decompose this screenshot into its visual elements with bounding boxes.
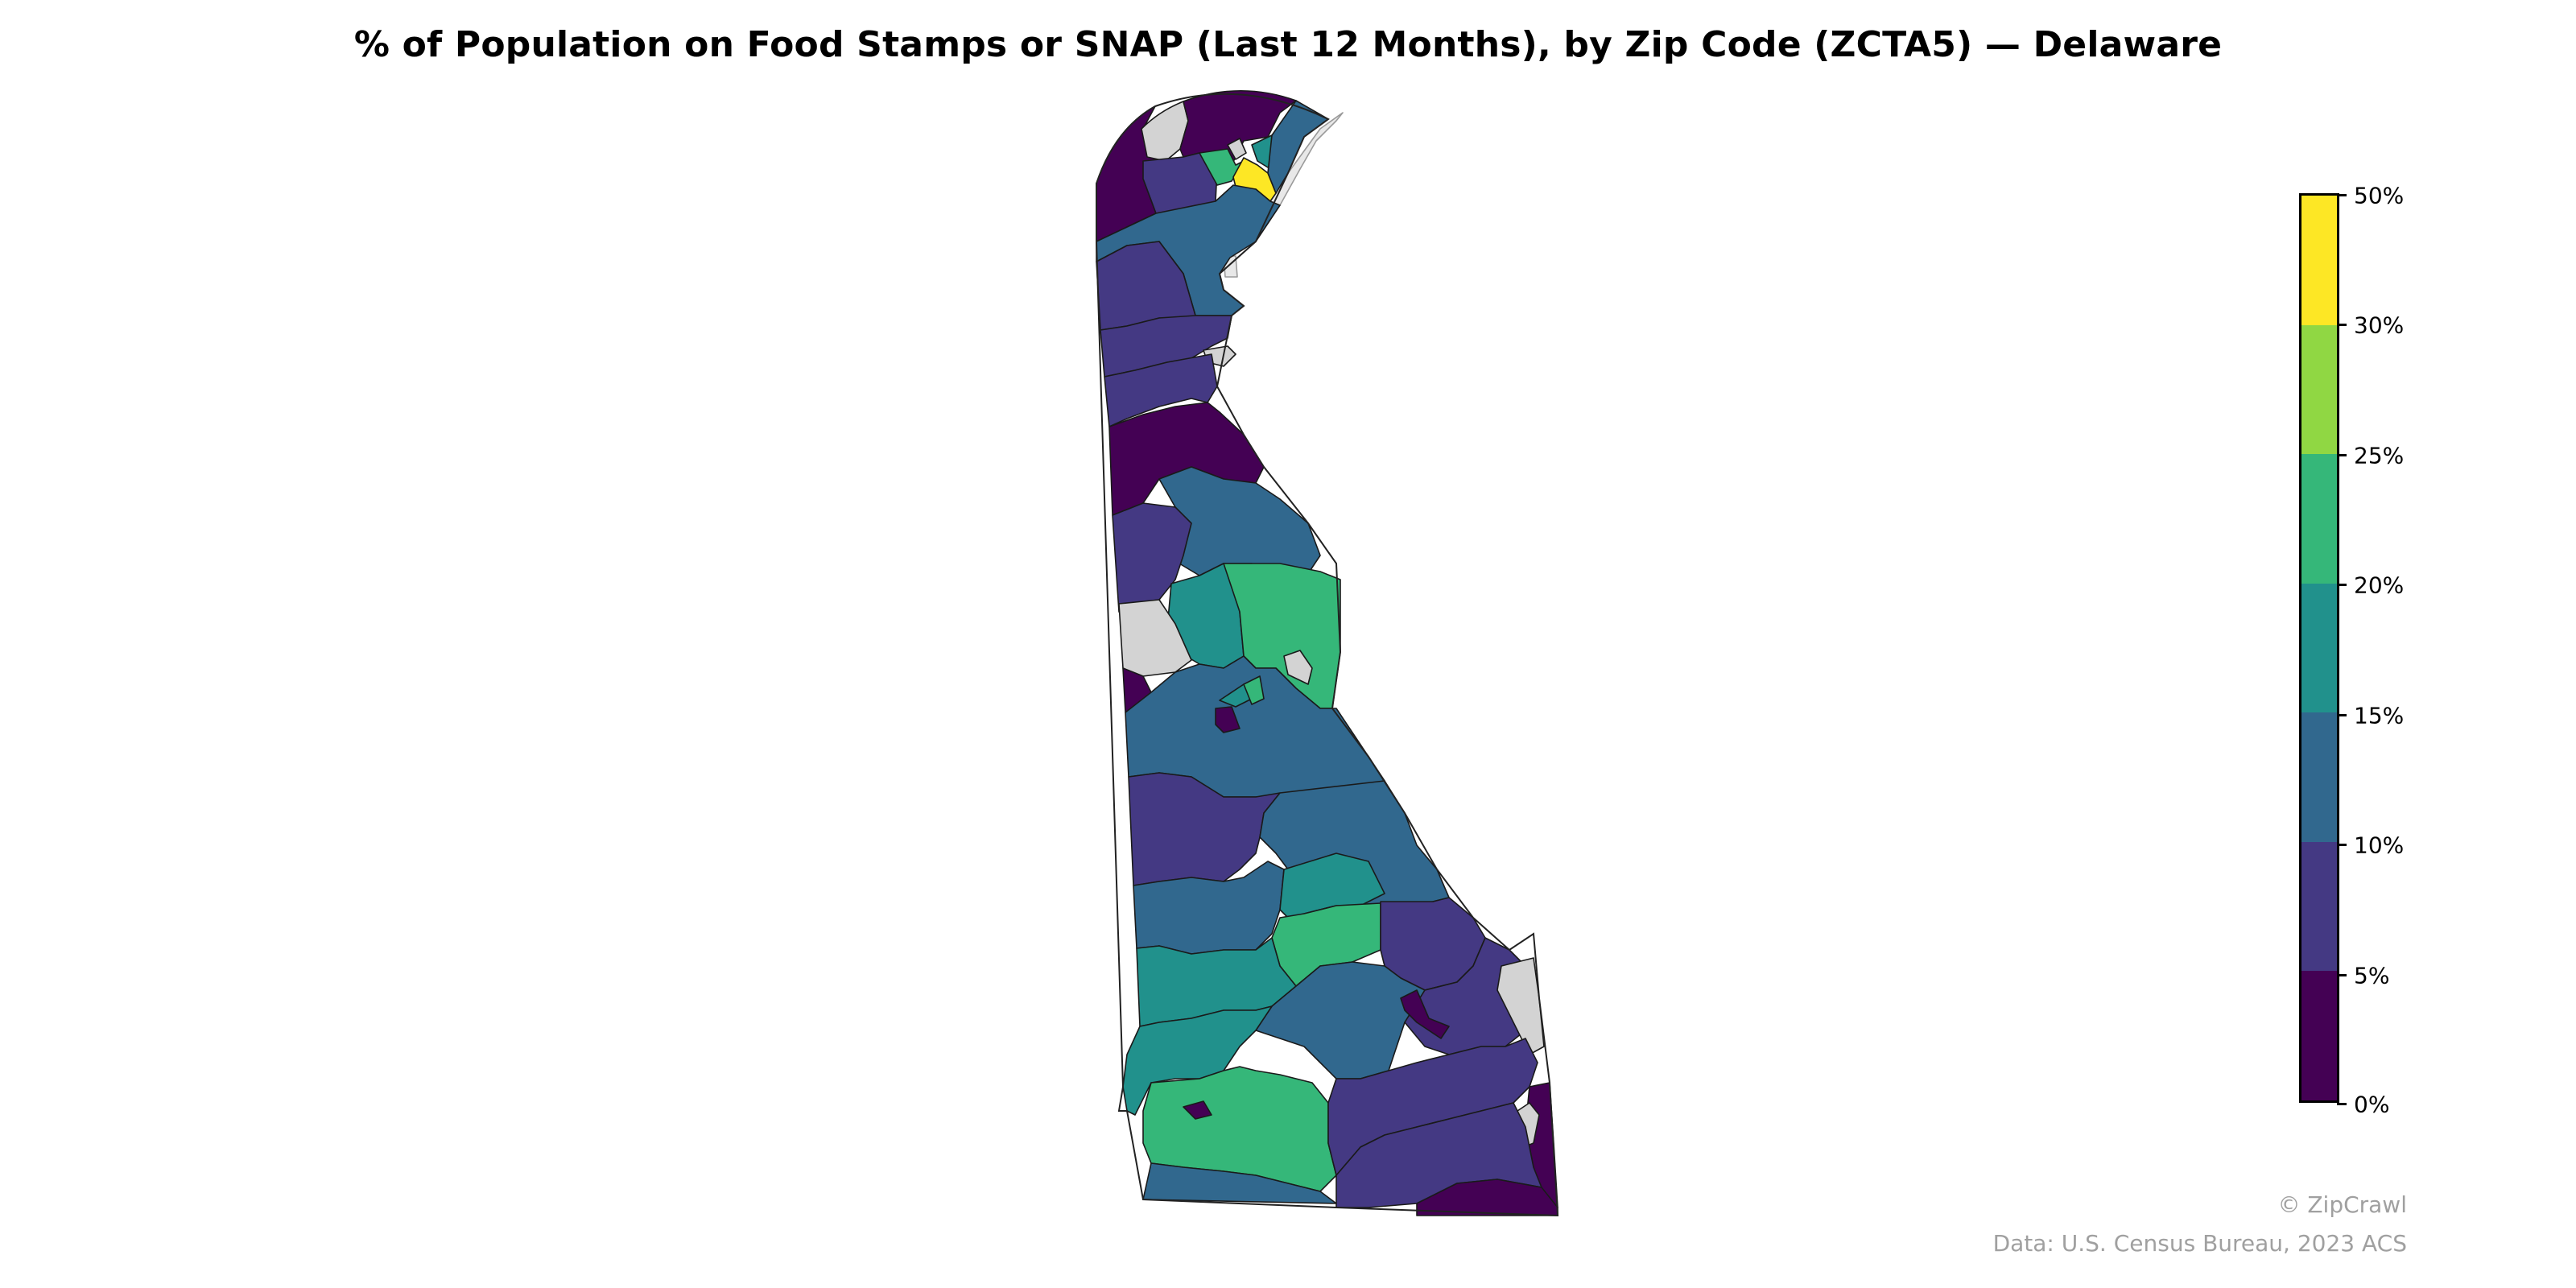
colorbar-bin-30-50: [2301, 196, 2337, 325]
zcta-seaford-0-5: [1183, 1100, 1212, 1120]
colorbar-bin-5-10: [2301, 841, 2337, 972]
colorbar-bin-15-20: [2301, 583, 2337, 713]
colorbar-bin-10-15: [2301, 712, 2337, 842]
colorbar-tick: [2337, 194, 2347, 196]
zcta-lewes-gray: [1496, 957, 1545, 1055]
zcta-dover-afb-gray: [1283, 650, 1313, 685]
colorbar-tick-label: 5%: [2354, 962, 2390, 989]
colorbar-tick: [2337, 584, 2347, 586]
data-source-credit: Data: U.S. Census Bureau, 2023 ACS: [1992, 1230, 2407, 1257]
colorbar-tick-label: 30%: [2354, 312, 2405, 339]
delaware-outline: [1096, 93, 1559, 1217]
zcta-north-gray-2: [1227, 138, 1247, 160]
zcta-north-nodata-1: [1141, 101, 1189, 162]
colorbar-tick-label: 25%: [2354, 442, 2405, 469]
zcta-selbyville-0-5: [1416, 1179, 1558, 1216]
zcta-laurel-10-15: [1142, 1162, 1337, 1204]
chart-title: % of Population on Food Stamps or SNAP (…: [353, 24, 2223, 65]
zcta-millsboro-5-10: [1335, 1102, 1542, 1208]
colorbar-bin-20-25: [2301, 454, 2337, 584]
copyright-credit: © ZipCrawl: [2277, 1191, 2407, 1218]
zcta-milton-0-5: [1400, 989, 1450, 1039]
colorbar-tick: [2337, 974, 2347, 976]
colorbar-tick: [2337, 1103, 2347, 1105]
colorbar-tick: [2337, 324, 2347, 326]
colorbar-bin-0-5: [2301, 971, 2337, 1101]
colorbar-tick-label: 10%: [2354, 832, 2405, 859]
zcta-dover-0-5: [1215, 706, 1241, 733]
colorbar-tick: [2337, 714, 2347, 716]
colorbar-tick: [2337, 844, 2347, 846]
colorbar-tick-label: 20%: [2354, 572, 2405, 599]
zcta-dover-green-20-25: [1243, 675, 1265, 705]
colorbar-tick-label: 50%: [2354, 182, 2405, 209]
zcta-ellendale-10-15: [1255, 961, 1426, 1080]
zcta-middletown-0-5: [1108, 402, 1265, 516]
colorbar-tick: [2337, 454, 2347, 456]
colorbar-tick-label: 0%: [2354, 1091, 2390, 1118]
colorbar-bin-25-30: [2301, 324, 2337, 455]
colorbar: [2299, 193, 2339, 1103]
colorbar-tick-label: 15%: [2354, 702, 2405, 729]
